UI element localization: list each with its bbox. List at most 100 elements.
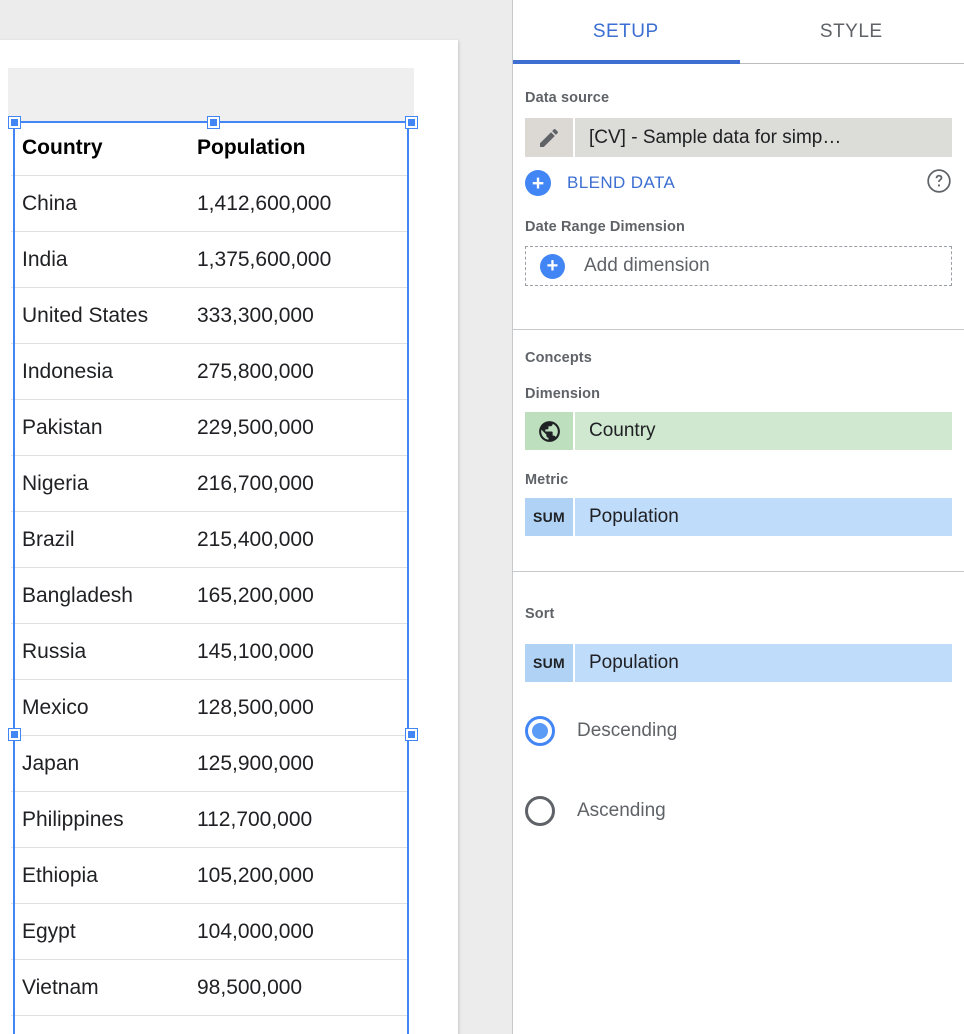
sort-option-ascending[interactable]: Ascending (525, 784, 952, 838)
concepts-label: Concepts (525, 350, 592, 366)
blend-data-button[interactable]: BLEND DATA (567, 173, 676, 192)
cell-population: 216,700,000 (197, 471, 314, 495)
pencil-icon[interactable] (525, 118, 573, 157)
blend-data-row[interactable]: + BLEND DATA (525, 161, 952, 205)
cell-population: 104,000,000 (197, 919, 314, 943)
sort-chip-name: Population (575, 644, 952, 682)
column-header-country[interactable]: Country (22, 136, 103, 159)
sort-section: Sort SUM Population Descending Ascending (513, 572, 964, 838)
data-source-row[interactable]: [CV] - Sample data for simp… (525, 118, 952, 157)
plus-icon[interactable]: + (540, 253, 565, 279)
globe-icon (525, 412, 573, 450)
cell-population: 333,300,000 (197, 303, 314, 327)
table-row[interactable]: Pakistan 229,500,000 (11, 400, 409, 456)
cell-population: 215,400,000 (197, 527, 314, 551)
dimension-chip-country[interactable]: Country (525, 412, 952, 450)
cell-population: 105,200,000 (197, 863, 314, 887)
column-header-population[interactable]: Population (197, 136, 306, 159)
table-row[interactable]: Indonesia 275,800,000 (11, 344, 409, 400)
cell-country: India (22, 247, 68, 271)
concepts-section: Concepts Dimension Country Metric SUM Po… (513, 330, 964, 536)
report-page[interactable]: Country Population China 1,412,600,000 I… (0, 40, 458, 1034)
cell-population: 125,900,000 (197, 751, 314, 775)
spacer (513, 286, 964, 329)
radio-ascending[interactable] (525, 796, 555, 826)
table-row[interactable]: DR Congo 95,200,000 (11, 1016, 409, 1034)
report-canvas[interactable]: Country Population China 1,412,600,000 I… (0, 0, 512, 1034)
metric-chip-population[interactable]: SUM Population (525, 498, 952, 536)
table-row[interactable]: Japan 125,900,000 (11, 736, 409, 792)
table-row[interactable]: Mexico 128,500,000 (11, 680, 409, 736)
cell-country: Vietnam (22, 975, 99, 999)
cell-country: United States (22, 303, 149, 327)
cell-population: 165,200,000 (197, 583, 314, 607)
add-dimension-label: Add dimension (584, 255, 710, 276)
date-range-section: Date Range Dimension + Add dimension (513, 205, 964, 286)
sort-label: Sort (525, 606, 555, 622)
plus-icon[interactable]: + (525, 170, 551, 196)
spacer (513, 536, 964, 571)
cell-country: Egypt (22, 919, 76, 943)
data-source-name[interactable]: [CV] - Sample data for simp… (575, 118, 952, 157)
aggregation-badge[interactable]: SUM (525, 644, 573, 682)
table-row[interactable]: United States 333,300,000 (11, 288, 409, 344)
add-dimension-dropzone[interactable]: + Add dimension (525, 246, 952, 286)
cell-country: Brazil (22, 527, 75, 551)
cell-population: 112,700,000 (197, 807, 313, 831)
table-chart[interactable]: Country Population China 1,412,600,000 I… (11, 121, 409, 1034)
radio-descending[interactable] (525, 716, 555, 746)
table-row[interactable]: Brazil 215,400,000 (11, 512, 409, 568)
cell-population: 95,200,000 (197, 1032, 409, 1034)
metric-label: Metric (525, 472, 569, 488)
cell-country: Bangladesh (22, 583, 133, 607)
cell-country: Ethiopia (22, 863, 98, 887)
table-row[interactable]: Egypt 104,000,000 (11, 904, 409, 960)
aggregation-badge[interactable]: SUM (525, 498, 573, 536)
cell-country: DR Congo (22, 1032, 197, 1034)
properties-panel: SETUP STYLE Data source [CV] - Sample da… (512, 0, 964, 1034)
page-header-strip (8, 68, 414, 123)
cell-population: 98,500,000 (197, 975, 303, 999)
table-row[interactable]: Russia 145,100,000 (11, 624, 409, 680)
cell-population: 145,100,000 (197, 639, 314, 663)
cell-population: 1,375,600,000 (197, 247, 332, 271)
cell-country: Indonesia (22, 359, 114, 383)
radio-ascending-label: Ascending (577, 800, 666, 821)
sort-option-descending[interactable]: Descending (525, 704, 952, 758)
cell-population: 229,500,000 (197, 415, 314, 439)
date-range-label: Date Range Dimension (525, 219, 685, 235)
section-divider (513, 571, 964, 572)
metric-chip-name: Population (575, 498, 952, 536)
table-row[interactable]: Vietnam 98,500,000 (11, 960, 409, 1016)
table-row[interactable]: Ethiopia 105,200,000 (11, 848, 409, 904)
cell-population: 128,500,000 (197, 695, 314, 719)
cell-country: Philippines (22, 807, 124, 831)
cell-country: Nigeria (22, 471, 89, 495)
data-source-section: Data source [CV] - Sample data for simp…… (513, 64, 964, 205)
table-row[interactable]: Philippines 112,700,000 (11, 792, 409, 848)
table-row[interactable]: Bangladesh 165,200,000 (11, 568, 409, 624)
cell-country: Mexico (22, 695, 89, 719)
panel-tabs: SETUP STYLE (513, 0, 964, 64)
table-row[interactable]: Nigeria 216,700,000 (11, 456, 409, 512)
radio-descending-label: Descending (577, 720, 678, 741)
data-source-label: Data source (525, 90, 610, 106)
tab-style[interactable]: STYLE (819, 20, 883, 42)
cell-population: 1,412,600,000 (197, 191, 332, 215)
cell-country: Russia (22, 639, 87, 663)
tab-setup[interactable]: SETUP (592, 20, 659, 42)
section-divider (513, 329, 964, 330)
cell-country: China (22, 191, 77, 215)
sort-chip-population[interactable]: SUM Population (525, 644, 952, 682)
cell-population: 275,800,000 (197, 359, 314, 383)
cell-country: Pakistan (22, 415, 103, 439)
active-tab-indicator (513, 60, 740, 64)
dimension-label: Dimension (525, 386, 601, 402)
table-row[interactable]: China 1,412,600,000 (11, 176, 409, 232)
cell-country: Japan (22, 751, 80, 775)
table-row[interactable]: India 1,375,600,000 (11, 232, 409, 288)
help-circle-icon[interactable] (926, 168, 952, 199)
dimension-chip-name: Country (575, 412, 952, 450)
table-header-row: Country Population (11, 121, 409, 176)
